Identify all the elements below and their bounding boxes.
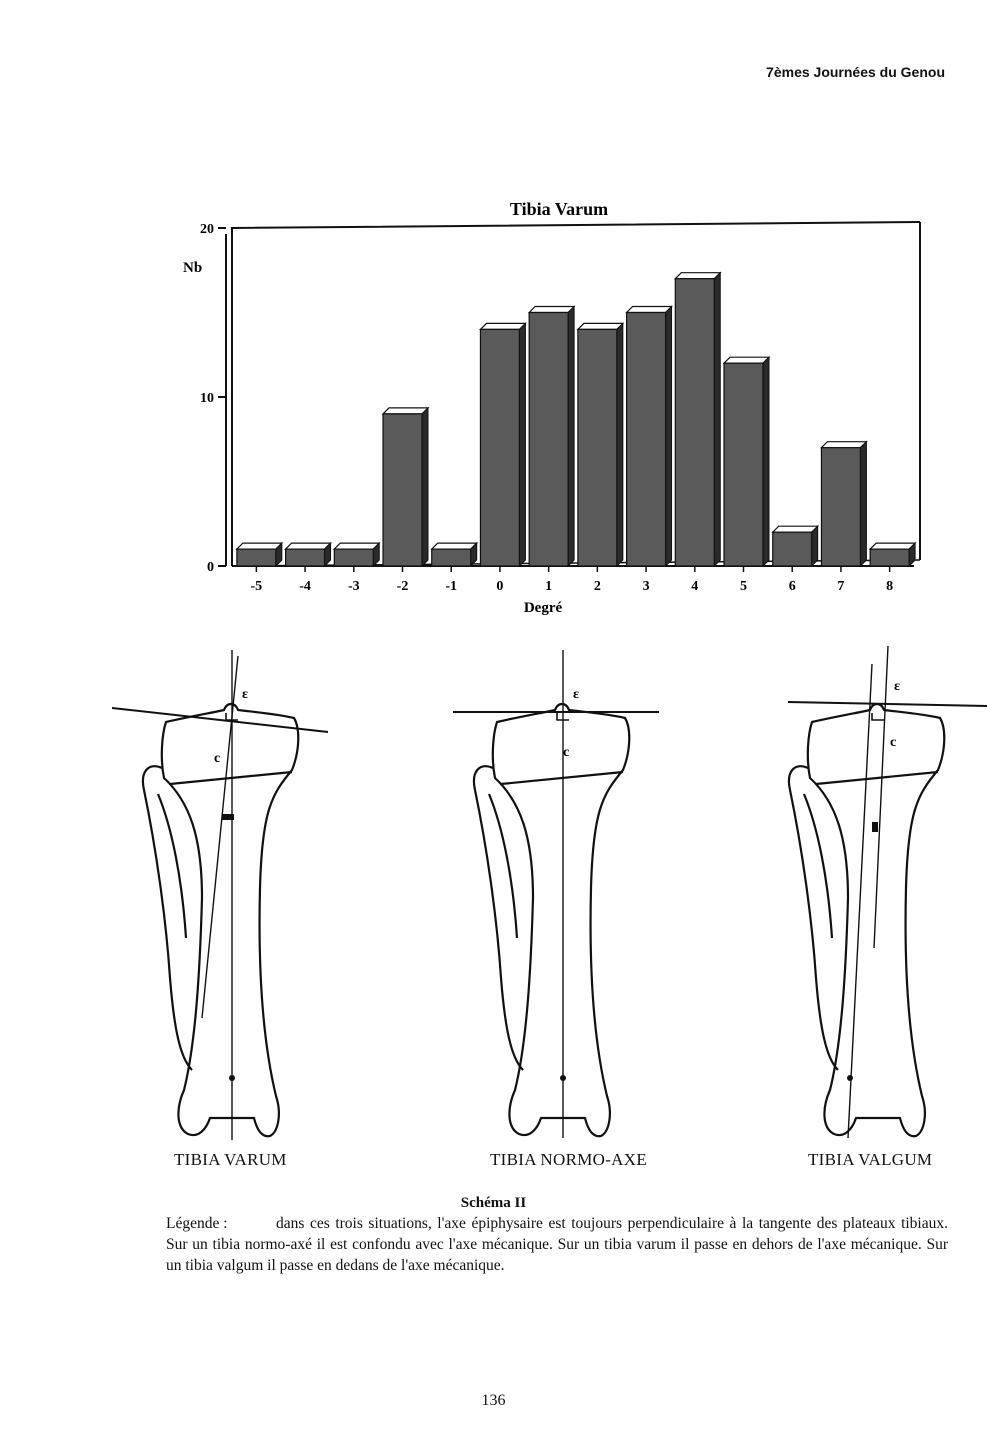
epsilon-mark: ε: [573, 687, 579, 702]
x-tick-label: -2: [397, 579, 409, 594]
bar-front: [723, 362, 764, 567]
bar-side: [665, 305, 673, 568]
bar-side: [762, 355, 770, 568]
page-number: 136: [481, 1392, 506, 1409]
c-mark: c: [563, 745, 569, 760]
legend-paragraph: Légende : dans ces trois situations, l'ax…: [166, 1213, 948, 1276]
bar-top: [722, 356, 771, 364]
bar-side: [713, 271, 721, 568]
caption-tibia-normo-axe: TIBIA NORMO-AXE: [490, 1150, 648, 1169]
c-mark: c: [214, 751, 220, 766]
x-axis-ticks: -5 -4 -3 -2 -1 0 1 2 3 4 5 6 7 8: [251, 566, 893, 594]
x-tick-label: 5: [740, 579, 747, 594]
x-tick-label: -1: [445, 579, 457, 594]
plot-frame-top-left: [231, 221, 921, 566]
y-tick-label: 20: [200, 222, 214, 237]
bar: [284, 541, 333, 568]
tibia-diagrams: ε c ε c ε c: [111, 645, 987, 1140]
bar: [868, 541, 917, 568]
bar-top: [235, 542, 284, 550]
legend-label: Légende :: [166, 1215, 228, 1232]
x-tick-label: 7: [837, 579, 844, 594]
caption-tibia-varum: TIBIA VARUM: [174, 1150, 287, 1169]
bar-side: [518, 322, 526, 568]
bar-side: [811, 524, 819, 568]
x-axis-label: Degré: [524, 600, 563, 616]
bar-front: [431, 548, 472, 567]
x-tick-label: -5: [251, 579, 263, 594]
bar: [771, 524, 820, 568]
bar-front: [236, 548, 277, 567]
epsilon-mark: ε: [242, 687, 248, 702]
bar-top: [771, 525, 820, 533]
x-tick-label: 1: [545, 579, 552, 594]
bar: [478, 322, 527, 568]
c-mark: c: [890, 735, 896, 750]
bar-side: [421, 406, 429, 568]
bar-front: [333, 548, 374, 567]
x-tick-label: 6: [789, 579, 796, 594]
tibia-varum-diagram: ε c: [111, 650, 329, 1140]
x-tick-label: 2: [594, 579, 601, 594]
bars: [235, 271, 917, 568]
bar: [527, 305, 576, 568]
x-tick-label: 0: [496, 579, 503, 594]
x-tick-label: 8: [886, 579, 893, 594]
bar: [381, 406, 430, 568]
bar: [430, 541, 479, 568]
bar-front: [625, 311, 667, 567]
bar-side: [859, 440, 867, 568]
tibia-valgum-diagram: ε c: [787, 645, 987, 1139]
bar: [722, 355, 771, 568]
tibia-normo-axe-diagram: ε c: [453, 650, 659, 1138]
running-header: 7èmes Journées du Genou: [766, 64, 945, 80]
x-tick-label: 4: [691, 579, 698, 594]
x-tick-label: -4: [299, 579, 311, 594]
bar-front: [674, 278, 715, 567]
x-tick-label: 3: [643, 579, 650, 594]
bar-top: [868, 542, 917, 550]
bar-top: [284, 542, 333, 550]
legend-text: dans ces trois situations, l'axe épiphys…: [166, 1215, 948, 1274]
bar-side: [616, 322, 624, 568]
bar-top: [576, 322, 625, 330]
epsilon-mark: ε: [894, 679, 900, 694]
chart-title: Tibia Varum: [510, 199, 608, 219]
y-tick-label: 10: [200, 391, 214, 406]
bar-top: [478, 322, 527, 330]
bar-front: [479, 328, 521, 567]
bar-front: [772, 531, 813, 567]
schema-title: Schéma II: [460, 1195, 527, 1211]
bar-top: [673, 272, 722, 280]
x-tick-label: -3: [348, 579, 360, 594]
bar-side: [567, 305, 575, 568]
bar-top: [819, 441, 868, 449]
bar-top: [527, 305, 576, 314]
bar-front: [869, 548, 910, 567]
bar-front: [284, 548, 326, 567]
bar-top: [430, 542, 479, 550]
bar-front: [528, 311, 569, 567]
bar-front: [382, 413, 423, 567]
bar: [576, 322, 625, 568]
bar-front: [820, 447, 862, 567]
bar-top: [625, 305, 674, 314]
caption-tibia-valgum: TIBIA VALGUM: [808, 1150, 933, 1169]
y-axis-ticks: 0 10 20: [200, 222, 226, 575]
bar-top: [381, 407, 430, 415]
y-tick-label: 0: [207, 560, 214, 575]
bar: [625, 305, 674, 568]
bar: [332, 541, 381, 568]
bar-front: [577, 328, 618, 567]
bar-chart: Tibia Varum 0 10 20 Nb -5 -4 -3 -2 -1 0 1 2 3 4 5 6 7 8…: [183, 199, 921, 616]
bar: [819, 440, 868, 568]
bar: [235, 541, 284, 568]
bar: [673, 271, 722, 568]
bar-top: [332, 542, 381, 550]
y-axis-label: Nb: [183, 260, 202, 276]
